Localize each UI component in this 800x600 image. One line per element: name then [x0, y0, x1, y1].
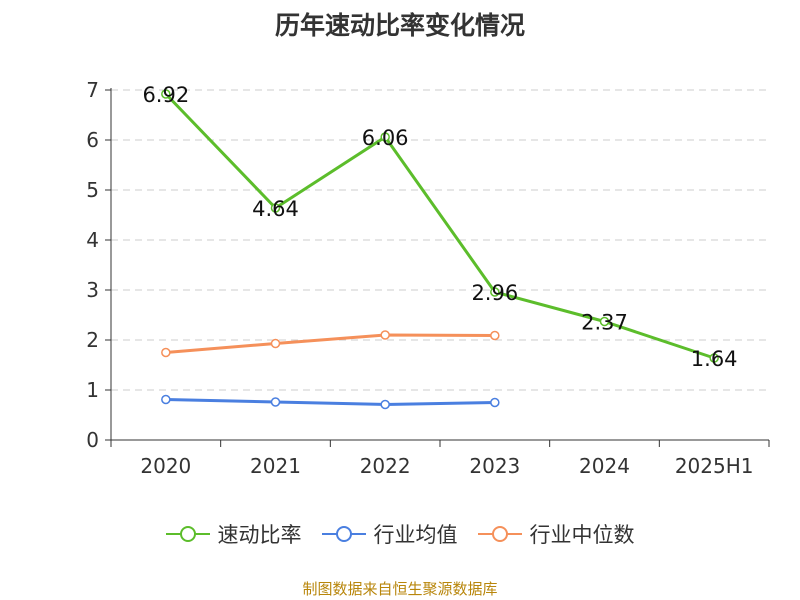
y-tick-label: 7 — [86, 78, 99, 102]
data-point — [161, 347, 171, 358]
data-label: 2.96 — [471, 281, 518, 305]
y-tick-label: 3 — [86, 278, 99, 302]
source-note: 制图数据来自恒生聚源数据库 — [302, 580, 498, 598]
axes: 0 1 2 3 4 5 6 7 2020 2021 2022 2023 2024 2025H1 — [86, 78, 770, 478]
data-point — [490, 397, 500, 408]
x-tick-label: 2023 — [469, 454, 520, 478]
legend-marker-icon — [477, 526, 522, 542]
legend-marker-icon — [165, 526, 210, 542]
y-tick-label: 4 — [86, 228, 99, 252]
data-point — [490, 287, 500, 297]
x-tick-label: 2020 — [140, 454, 191, 478]
data-label: 2.37 — [581, 311, 628, 335]
chart-title: 历年速动比率变化情况 — [274, 11, 525, 40]
data-labels: 6.92 4.64 6.06 2.96 2.37 1.64 — [142, 83, 737, 371]
data-label: 4.64 — [252, 197, 299, 221]
x-tick-label: 2024 — [579, 454, 630, 478]
data-point — [490, 330, 500, 341]
data-point — [599, 316, 610, 327]
x-tick-label: 2025H1 — [675, 454, 754, 478]
series-line-2 — [165, 333, 495, 354]
y-tick-label: 0 — [86, 428, 99, 452]
data-label: 6.92 — [142, 83, 189, 107]
series-line-0 — [164, 92, 715, 360]
legend-item-quick-ratio[interactable]: 速动比率 — [165, 519, 302, 549]
legend-label: 速动比率 — [217, 523, 302, 547]
data-point — [380, 132, 390, 142]
data-point — [709, 353, 719, 363]
x-tick-label: 2022 — [360, 454, 411, 478]
legend-marker-icon — [321, 526, 366, 542]
y-tick-label: 6 — [86, 128, 99, 152]
grid-lines — [111, 89, 769, 391]
data-point — [161, 394, 171, 405]
data-point — [270, 203, 281, 213]
y-tick-label: 1 — [86, 378, 99, 402]
y-tick-label: 2 — [86, 328, 99, 352]
series-line-1 — [165, 398, 495, 406]
legend-label: 行业均值 — [373, 523, 458, 547]
series-lines — [161, 89, 719, 410]
data-point — [270, 397, 281, 407]
data-label: 1.64 — [691, 347, 738, 371]
legend-label: 行业中位数 — [529, 523, 635, 547]
legend-item-industry-mean[interactable]: 行业均值 — [321, 519, 458, 549]
data-point — [270, 338, 281, 349]
data-point — [161, 89, 171, 99]
y-tick-label: 5 — [86, 178, 99, 202]
legend: 速动比率 行业均值 行业中位数 — [0, 519, 800, 549]
legend-item-industry-median[interactable]: 行业中位数 — [477, 519, 635, 549]
data-label: 6.06 — [362, 126, 409, 150]
data-point — [380, 399, 390, 410]
x-tick-label: 2021 — [250, 454, 301, 478]
data-point — [380, 330, 390, 340]
